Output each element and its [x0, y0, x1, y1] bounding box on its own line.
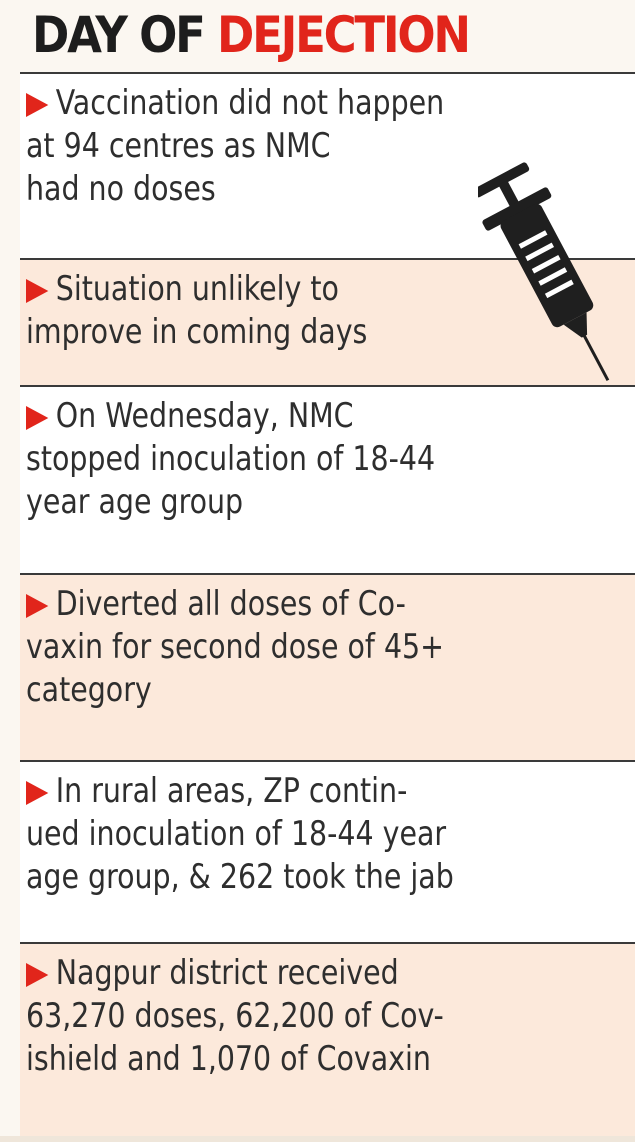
arrow-bullet-icon [26, 781, 49, 805]
divider [20, 942, 635, 944]
divider [20, 573, 635, 575]
list-item: Diverted all doses of Co- vaxin for seco… [20, 575, 635, 760]
title-part-dark: DAY OF [32, 6, 218, 64]
arrow-bullet-icon [26, 406, 49, 430]
bottom-border [0, 1136, 635, 1142]
item-text: Situation unlikely to improve in coming … [26, 269, 368, 352]
item-text: Diverted all doses of Co- vaxin for seco… [26, 584, 444, 710]
item-text: On Wednesday, NMC stopped inoculation of… [26, 396, 436, 522]
divider [20, 760, 635, 762]
arrow-bullet-icon [26, 93, 49, 117]
arrow-bullet-icon [26, 594, 49, 618]
divider [20, 258, 635, 260]
divider [20, 72, 635, 74]
syringe-icon [478, 162, 610, 382]
title-part-red: DEJECTION [217, 6, 471, 64]
item-text: In rural areas, ZP contin- ued inoculati… [26, 771, 454, 897]
list-item: On Wednesday, NMC stopped inoculation of… [20, 387, 635, 573]
item-text: Nagpur district received 63,270 doses, 6… [26, 953, 444, 1079]
list-item: Nagpur district received 63,270 doses, 6… [20, 944, 635, 1136]
arrow-bullet-icon [26, 279, 49, 303]
list-item: In rural areas, ZP contin- ued inoculati… [20, 762, 635, 942]
item-text: Vaccination did not happen at 94 centres… [26, 83, 445, 209]
page-title: DAY OF DEJECTION [32, 0, 471, 70]
divider [20, 385, 635, 387]
arrow-bullet-icon [26, 963, 49, 987]
